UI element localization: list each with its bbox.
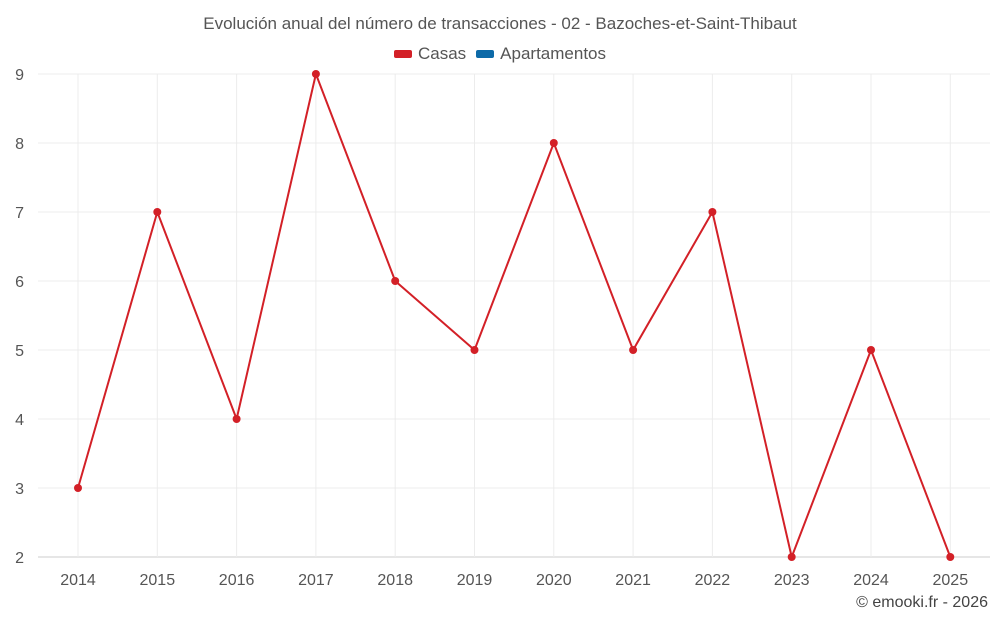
data-point-casas-2014	[74, 484, 82, 492]
x-tick-label-2025: 2025	[933, 572, 969, 589]
data-point-casas-2015	[153, 208, 162, 216]
y-tick-label-4: 4	[15, 412, 24, 429]
footer-credit: © emooki.fr - 2026	[856, 594, 988, 611]
y-tick-label-2: 2	[15, 550, 24, 567]
x-tick-label-2019: 2019	[457, 572, 493, 589]
y-tick-label-9: 9	[15, 67, 24, 84]
data-point-casas-2025	[946, 553, 955, 561]
legend-item-apartamentos[interactable]: Apartamentos	[476, 44, 606, 64]
x-tick-label-2015: 2015	[140, 572, 176, 589]
series-line-casas	[77, 73, 952, 558]
data-point-casas-2016	[232, 415, 241, 423]
legend-swatch-apartamentos	[476, 50, 495, 58]
y-tick-label-3: 3	[15, 481, 24, 498]
y-tick-label-7: 7	[15, 205, 24, 222]
y-tick-label-8: 8	[15, 136, 24, 153]
chart-title: Evolución anual del número de transaccio…	[203, 14, 797, 33]
legend-item-casas[interactable]: Casas	[393, 44, 467, 64]
legend-label-apartamentos: Apartamentos	[500, 44, 607, 63]
y-tick-label-5: 5	[15, 343, 24, 360]
data-point-casas-2019	[470, 346, 479, 354]
x-tick-label-2021: 2021	[615, 572, 651, 589]
x-tick-label-2022: 2022	[695, 572, 731, 589]
y-tick-label-6: 6	[15, 274, 24, 291]
x-tick-label-2020: 2020	[536, 572, 572, 589]
x-tick-label-2018: 2018	[377, 572, 413, 589]
legend-swatch-casas	[393, 50, 412, 58]
x-tick-label-2017: 2017	[298, 572, 334, 589]
data-point-casas-2018	[391, 277, 400, 285]
x-tick-label-2014: 2014	[60, 572, 96, 589]
x-tick-label-2023: 2023	[774, 572, 810, 589]
x-tick-label-2016: 2016	[219, 572, 255, 589]
data-point-casas-2024	[867, 346, 875, 354]
x-tick-label-2024: 2024	[853, 572, 889, 589]
legend: Casas Apartamentos	[0, 44, 1000, 64]
data-point-casas-2022	[708, 208, 717, 216]
data-point-casas-2020	[549, 139, 558, 147]
data-point-casas-2017	[311, 70, 320, 78]
data-point-casas-2021	[629, 346, 638, 354]
legend-label-casas: Casas	[417, 44, 467, 63]
data-point-casas-2023	[787, 553, 796, 561]
